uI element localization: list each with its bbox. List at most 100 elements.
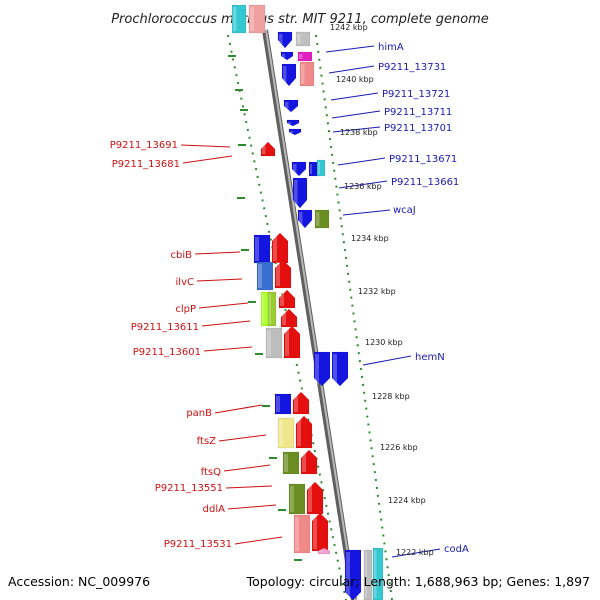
- gene-feature: [288, 483, 306, 515]
- gene-feature: [231, 4, 247, 34]
- gene-label-P9211_13601[interactable]: P9211_13601: [133, 347, 201, 358]
- gene-feature-highlight: [250, 7, 254, 31]
- connector-line: [180, 144, 231, 148]
- accession-label: Accession: NC_009976: [8, 574, 150, 589]
- kbp-label: 1242 kbp: [330, 23, 368, 32]
- kbp-label: 1222 kbp: [396, 548, 434, 557]
- gene-feature-highlight: [284, 454, 288, 472]
- gene-feature: [282, 451, 300, 475]
- gene-label-P9211_13711[interactable]: P9211_13711: [384, 107, 452, 118]
- gene-label-hemN[interactable]: hemN: [415, 352, 445, 363]
- gene-feature-highlight: [293, 164, 297, 174]
- gene-feature: [291, 161, 307, 177]
- gene-feature-highlight: [308, 484, 312, 512]
- gene-feature: [274, 259, 292, 289]
- gene-feature: [277, 417, 295, 449]
- gene-feature: [286, 119, 300, 127]
- gene-feature-highlight: [290, 486, 294, 512]
- gene-label-wcaJ[interactable]: wcaJ: [393, 205, 416, 216]
- gene-feature-highlight: [280, 292, 284, 306]
- connector-line: [223, 464, 271, 472]
- gene-feature-highlight: [276, 396, 280, 412]
- genome-backbone: [262, 29, 357, 600]
- gene-feature: [280, 51, 294, 61]
- gene-label-ftsZ[interactable]: ftsZ: [197, 436, 216, 447]
- connector-line: [331, 110, 381, 119]
- gene-label-P9211_13701[interactable]: P9211_13701: [384, 123, 452, 134]
- gene-feature: [280, 308, 298, 328]
- gene-label-P9211_13691[interactable]: P9211_13691: [110, 140, 178, 151]
- gene-label-ilvC[interactable]: ilvC: [176, 277, 194, 288]
- gene-feature-highlight: [283, 66, 287, 84]
- kbp-label: 1228 kbp: [372, 392, 410, 401]
- gene-feature: [331, 351, 349, 387]
- connector-line: [234, 536, 283, 545]
- topology-label: Topology: circular; Length: 1,688,963 bp…: [246, 574, 590, 589]
- gene-features: [231, 4, 384, 600]
- kbp-label: 1236 kbp: [344, 182, 382, 191]
- right-gene-labels: himA P9211_13731 P9211_13721 P9211_13711…: [378, 42, 469, 555]
- connector-line: [218, 434, 267, 442]
- connector-line: [194, 251, 241, 255]
- connector-line: [362, 355, 412, 366]
- gene-label-P9211_13531[interactable]: P9211_13531: [164, 539, 232, 550]
- connector-line: [328, 65, 375, 74]
- gene-feature-highlight: [282, 54, 285, 58]
- gene-feature-highlight: [365, 552, 367, 598]
- gene-label-P9211_13661[interactable]: P9211_13661: [391, 177, 459, 188]
- gene-feature: [277, 31, 293, 49]
- gene-feature-highlight: [285, 102, 289, 110]
- gene-feature: [281, 63, 297, 87]
- gene-label-cbiB[interactable]: cbiB: [171, 250, 193, 261]
- gene-feature-highlight: [294, 394, 298, 412]
- gene-label-P9211_13731[interactable]: P9211_13731: [378, 62, 446, 73]
- gene-feature-highlight: [318, 162, 320, 174]
- gene-feature: [292, 391, 310, 415]
- gene-label-clpP[interactable]: clpP: [175, 304, 196, 315]
- gene-feature-highlight: [297, 418, 301, 446]
- gene-feature-highlight: [269, 294, 271, 324]
- gene-feature-highlight: [282, 311, 286, 325]
- gene-label-P9211_13611[interactable]: P9211_13611: [131, 322, 199, 333]
- gene-feature-highlight: [315, 354, 319, 384]
- connector-line: [225, 485, 273, 489]
- gene-feature-highlight: [255, 237, 259, 261]
- gene-label-P9211_13671[interactable]: P9211_13671: [389, 154, 457, 165]
- gene-feature: [256, 261, 274, 291]
- connector-line: [182, 155, 233, 164]
- gene-feature-highlight: [276, 262, 280, 286]
- gene-label-P9211_13681[interactable]: P9211_13681: [112, 159, 180, 170]
- gene-feature-highlight: [285, 328, 289, 356]
- connector-line: [332, 126, 381, 133]
- connector-line: [227, 504, 277, 510]
- gene-feature: [278, 289, 296, 309]
- gene-feature: [363, 549, 373, 600]
- connector-line: [214, 404, 263, 414]
- gene-feature-highlight: [374, 550, 377, 598]
- gene-feature: [314, 209, 330, 229]
- gene-label-ftsQ[interactable]: ftsQ: [201, 467, 221, 478]
- connector-line: [201, 320, 251, 327]
- gene-feature: [248, 4, 266, 34]
- gene-feature: [267, 291, 277, 327]
- kbp-label: 1232 kbp: [358, 287, 396, 296]
- kbp-label: 1238 kbp: [340, 128, 378, 137]
- kbp-label: 1224 kbp: [388, 496, 426, 505]
- gene-feature: [295, 415, 313, 449]
- connector-line: [342, 209, 391, 216]
- gene-feature-highlight: [233, 7, 237, 31]
- gene-feature: [265, 327, 283, 359]
- connector-line: [391, 548, 441, 558]
- gene-label-codA[interactable]: codA: [444, 544, 469, 555]
- gene-feature: [317, 547, 331, 555]
- gene-feature-highlight: [262, 144, 266, 154]
- gene-label-panB[interactable]: panB: [186, 408, 212, 419]
- gene-label-himA[interactable]: himA: [378, 42, 404, 53]
- connector-line: [330, 92, 379, 101]
- gene-label-P9211_13551[interactable]: P9211_13551: [155, 483, 223, 494]
- gene-label-P9211_13721[interactable]: P9211_13721: [382, 89, 450, 100]
- gene-label-ddlA[interactable]: ddlA: [203, 504, 225, 515]
- connector-line: [338, 180, 388, 189]
- gene-feature: [297, 209, 313, 229]
